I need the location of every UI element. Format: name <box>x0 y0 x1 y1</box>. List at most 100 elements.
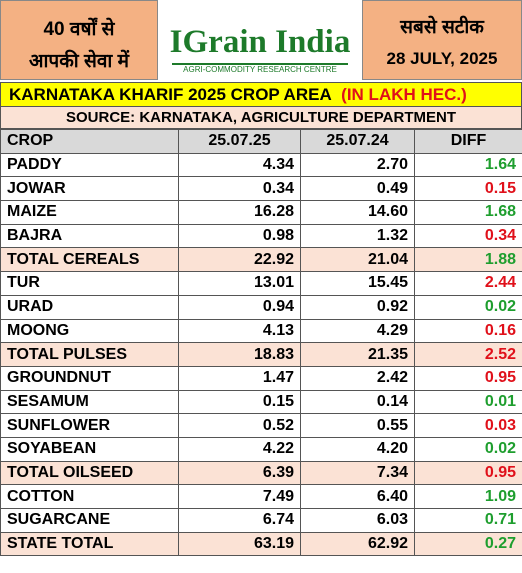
cell: 0.14 <box>300 389 415 415</box>
cell: 22.92 <box>178 247 301 273</box>
cell: 4.22 <box>178 436 301 462</box>
cell: 18.83 <box>178 342 301 367</box>
cell: 0.71 <box>414 508 522 533</box>
cell: 7.49 <box>178 484 301 509</box>
crop-name: COTTON <box>0 484 179 509</box>
left-badge: 40 वर्षों से आपकी सेवा में <box>0 0 158 80</box>
crop-name: TOTAL OILSEED <box>0 460 179 486</box>
cell: 2.44 <box>414 271 522 296</box>
data-table: CROP 25.07.25 25.07.24 DIFF PADDY 4.34 2.70 1.6… <box>0 129 522 557</box>
cell: 0.34 <box>414 223 522 249</box>
total-row: TOTAL PULSES 18.83 21.35 2.52 <box>0 342 522 367</box>
crop-name: BAJRA <box>0 223 179 249</box>
cell: 1.32 <box>300 223 415 249</box>
crop-name: JOWAR <box>0 176 179 202</box>
cell: 4.29 <box>300 318 415 344</box>
cell: 2.70 <box>300 152 415 178</box>
row: PADDY 4.34 2.70 1.64 <box>0 152 522 178</box>
cell: 0.92 <box>300 294 415 320</box>
crop-name: URAD <box>0 294 179 320</box>
cell: 6.39 <box>178 460 301 486</box>
date: 28 JULY, 2025 <box>386 49 498 68</box>
crop-name: TOTAL PULSES <box>0 342 179 367</box>
cell: 0.52 <box>178 413 301 438</box>
row: URAD 0.94 0.92 0.02 <box>0 294 522 320</box>
cell: 4.20 <box>300 436 415 462</box>
total-row: TOTAL CEREALS 22.92 21.04 1.88 <box>0 247 522 273</box>
cell: 0.95 <box>414 365 522 391</box>
column-header: CROP <box>0 129 179 154</box>
cell: 1.47 <box>178 365 301 391</box>
cell: 13.01 <box>178 271 301 296</box>
column-header: DIFF <box>414 129 522 154</box>
row: MOONG 4.13 4.29 0.16 <box>0 318 522 344</box>
column-header: 25.07.24 <box>300 129 415 154</box>
cell: 0.94 <box>178 294 301 320</box>
crop-name: TOTAL CEREALS <box>0 247 179 273</box>
cell: 0.03 <box>414 413 522 438</box>
crop-name: SOYABEAN <box>0 436 179 462</box>
row: BAJRA 0.98 1.32 0.34 <box>0 223 522 249</box>
cell: 0.95 <box>414 460 522 486</box>
row: JOWAR 0.34 0.49 0.15 <box>0 176 522 202</box>
cell: 1.09 <box>414 484 522 509</box>
cell: 4.13 <box>178 318 301 344</box>
cell: 1.64 <box>414 152 522 178</box>
cell: 2.42 <box>300 365 415 391</box>
crop-name: MOONG <box>0 318 179 344</box>
row: SOYABEAN 4.22 4.20 0.02 <box>0 436 522 462</box>
logo-subtitle: AGRI-COMMODITY RESEARCH CENTRE <box>172 63 348 74</box>
cell: 0.49 <box>300 176 415 202</box>
cell: 0.34 <box>178 176 301 202</box>
crop-name: SESAMUM <box>0 389 179 415</box>
row: MAIZE 16.28 14.60 1.68 <box>0 200 522 225</box>
crop-name: TUR <box>0 271 179 296</box>
cell: 63.19 <box>178 531 301 557</box>
row: GROUNDNUT 1.47 2.42 0.95 <box>0 365 522 391</box>
row: SESAMUM 0.15 0.14 0.01 <box>0 389 522 415</box>
crop-name: PADDY <box>0 152 179 178</box>
cell: 0.98 <box>178 223 301 249</box>
badge-text: आपकी सेवा में <box>29 51 129 72</box>
source: SOURCE: KARNATAKA, AGRICULTURE DEPARTMEN… <box>0 107 522 129</box>
row: TUR 13.01 15.45 2.44 <box>0 271 522 296</box>
unit: (IN LAKH HEC.) <box>341 85 467 104</box>
row: COTTON 7.49 6.40 1.09 <box>0 484 522 509</box>
cell: 15.45 <box>300 271 415 296</box>
cell: 14.60 <box>300 200 415 225</box>
cell: 0.01 <box>414 389 522 415</box>
cell: 0.15 <box>178 389 301 415</box>
cell: 0.15 <box>414 176 522 202</box>
cell: 1.88 <box>414 247 522 273</box>
title-text: KARNATAKA KHARIF 2025 CROP AREA <box>9 85 332 104</box>
total-row: TOTAL OILSEED 6.39 7.34 0.95 <box>0 460 522 486</box>
logo: IGrain India AGRI-COMMODITY RESEARCH CEN… <box>160 0 360 80</box>
cell: 4.34 <box>178 152 301 178</box>
right-badge: सबसे सटीक 28 JULY, 2025 <box>362 0 522 80</box>
cell: 6.03 <box>300 508 415 533</box>
logo-title: IGrain India <box>169 24 351 60</box>
column-header: 25.07.25 <box>178 129 301 154</box>
cell: 2.52 <box>414 342 522 367</box>
cell: 6.40 <box>300 484 415 509</box>
total-row: STATE TOTAL 63.19 62.92 0.27 <box>0 531 522 557</box>
cell: 0.02 <box>414 436 522 462</box>
crop-name: SUNFLOWER <box>0 413 179 438</box>
cell: 0.55 <box>300 413 415 438</box>
cell: 21.04 <box>300 247 415 273</box>
cell: 1.68 <box>414 200 522 225</box>
crop-name: SUGARCANE <box>0 508 179 533</box>
cell: 21.35 <box>300 342 415 367</box>
cell: 0.16 <box>414 318 522 344</box>
crop-name: STATE TOTAL <box>0 531 179 557</box>
row: SUNFLOWER 0.52 0.55 0.03 <box>0 413 522 438</box>
header-row: CROP 25.07.25 25.07.24 DIFF <box>0 129 522 154</box>
cell: 6.74 <box>178 508 301 533</box>
cell: 7.34 <box>300 460 415 486</box>
table-title: KARNATAKA KHARIF 2025 CROP AREA (IN LAKH… <box>0 82 522 107</box>
cell: 16.28 <box>178 200 301 225</box>
crop-name: MAIZE <box>0 200 179 225</box>
badge-text: 40 वर्षों से <box>43 19 115 40</box>
row: SUGARCANE 6.74 6.03 0.71 <box>0 508 522 533</box>
